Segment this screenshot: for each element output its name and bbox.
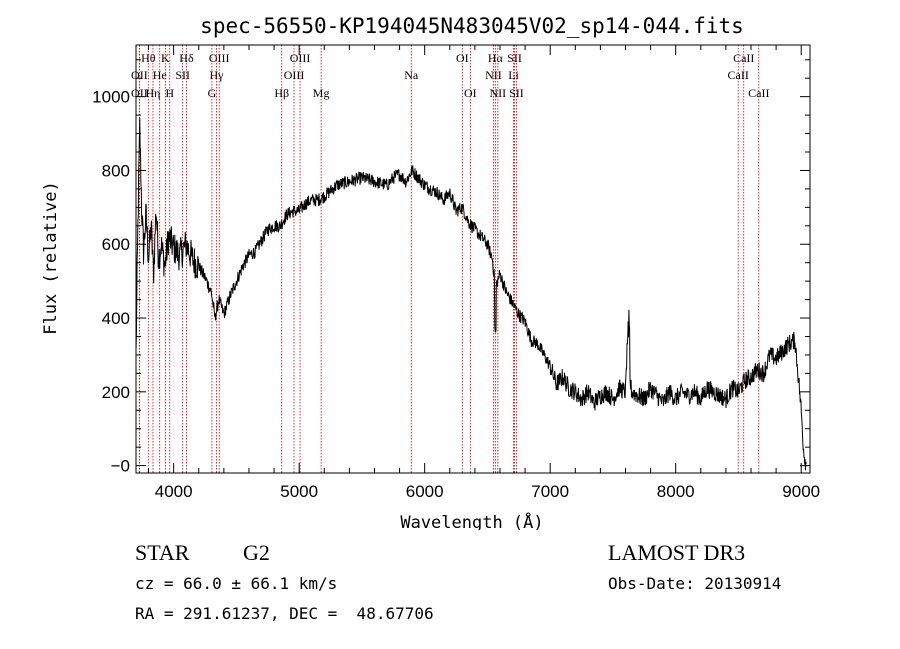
emission-line-label: OIII xyxy=(284,68,305,82)
emission-line-label: SII xyxy=(507,51,522,65)
emission-line-label: Na xyxy=(404,68,419,82)
obs-date-text: Obs-Date: 20130914 xyxy=(608,574,782,593)
survey-label: LAMOST DR3 xyxy=(608,540,746,565)
emission-line-label: Hβ xyxy=(274,86,289,100)
emission-line-label: Hη xyxy=(145,86,160,100)
coords-text: RA = 291.61237, DEC = 48.67706 xyxy=(135,604,434,623)
emission-line-label: Mg xyxy=(313,86,330,100)
spectrum-chart: spec-56550-KP194045N483045V02_sp14-044.f… xyxy=(41,14,820,530)
axes: 4000 5000 6000 7000 8000 9000 −0 200 400 600 800 10… xyxy=(92,44,820,501)
emission-line-label: Hγ xyxy=(209,68,224,82)
plot-area xyxy=(135,118,807,471)
emission-line-label: CaII xyxy=(748,86,769,100)
emission-line-label: SII xyxy=(175,68,190,82)
spectrum-series-line xyxy=(135,118,807,471)
class-label: STAR xyxy=(135,540,190,565)
x-tick-label: 4000 xyxy=(155,482,193,501)
x-tick-label: 7000 xyxy=(531,482,569,501)
emission-line-label: G xyxy=(208,86,217,100)
y-tick-label: 600 xyxy=(102,235,130,254)
emission-line-label: NII xyxy=(485,68,502,82)
emission-line-label: K xyxy=(161,51,170,65)
emission-line-label: CaII xyxy=(728,68,749,82)
y-tick-label: 1000 xyxy=(92,88,130,107)
emission-line-label: Li xyxy=(508,68,519,82)
x-axis-label: Wavelength (Å) xyxy=(400,511,543,530)
chart-title: spec-56550-KP194045N483045V02_sp14-044.f… xyxy=(200,14,744,38)
plot-frame xyxy=(135,44,811,474)
y-tick-label: 200 xyxy=(102,383,130,402)
emission-line-label: OIII xyxy=(290,51,311,65)
emission-line-label: OIII xyxy=(209,51,230,65)
emission-line-label: OI xyxy=(464,86,477,100)
y-tick-label: 800 xyxy=(102,161,130,180)
emission-line-label: H xyxy=(165,86,174,100)
x-tick-label: 6000 xyxy=(406,482,444,501)
y-axis-label: Flux (relative) xyxy=(41,181,61,335)
x-tick-label: 8000 xyxy=(657,482,695,501)
y-tick-label: 400 xyxy=(102,309,130,328)
x-tick-label: 9000 xyxy=(782,482,820,501)
emission-line-label: Hδ xyxy=(179,51,194,65)
emission-line-label: CaII xyxy=(733,51,754,65)
emission-line-label: OI xyxy=(456,51,469,65)
y-tick-label: −0 xyxy=(111,457,130,476)
emission-line-label: NII xyxy=(490,86,507,100)
emission-line-label: SII xyxy=(509,86,524,100)
redshift-text: cz = 66.0 ± 66.1 km/s xyxy=(135,574,338,593)
emission-line-label: He xyxy=(153,68,167,82)
emission-line-label: Hθ xyxy=(141,51,156,65)
subclass-label: G2 xyxy=(243,540,270,565)
x-tick-label: 5000 xyxy=(280,482,318,501)
emission-line-label: Hα xyxy=(488,51,504,65)
